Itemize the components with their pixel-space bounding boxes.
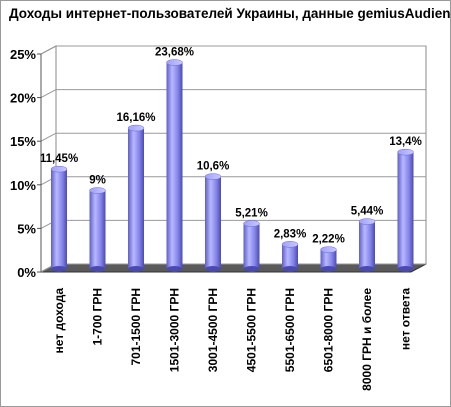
y-axis: 0% 5% 10% 15% 20% 25% — [10, 47, 42, 280]
bar-top — [320, 246, 337, 253]
y-tick-label: 25% — [10, 47, 36, 62]
x-tick-label: нет ответа — [399, 288, 413, 350]
bar — [281, 241, 299, 272]
x-tick-label: нет дохода — [52, 288, 66, 354]
data-label: 23,68% — [155, 47, 194, 59]
data-label: 2,22% — [312, 234, 345, 246]
bar — [166, 59, 183, 272]
data-label: 13,4% — [389, 136, 422, 148]
x-tick-label: 1-700 ГРН — [91, 288, 105, 346]
bar-base — [397, 266, 414, 272]
bar-top — [127, 124, 145, 132]
data-label: 2,83% — [274, 228, 307, 240]
y-tick-label: 20% — [10, 91, 36, 106]
data-label: 5,21% — [235, 208, 268, 220]
bar — [358, 218, 376, 272]
bar-top — [397, 148, 414, 156]
data-label: 16,16% — [116, 112, 155, 124]
y-tick-label: 0% — [17, 265, 36, 280]
bar — [89, 187, 106, 272]
data-label: 5,44% — [351, 206, 384, 218]
gridline-side — [40, 45, 57, 55]
y-tick-label: 10% — [10, 178, 36, 193]
x-tick-label: 701-1500 ГРН — [129, 288, 143, 366]
data-label: 9% — [89, 175, 106, 187]
x-tick-label: 1501-3000 ГРН — [168, 288, 182, 372]
bar — [50, 165, 68, 272]
bar-body — [282, 244, 298, 269]
x-axis: нет дохода 1-700 ГРН 701-1500 ГРН 1501-3000… — [52, 288, 413, 391]
bar-top — [281, 241, 299, 248]
bar — [204, 173, 222, 272]
bar-body — [397, 152, 414, 269]
bar-body — [243, 223, 260, 269]
bar-top — [50, 165, 68, 173]
bar — [127, 124, 145, 272]
bar-body — [51, 169, 67, 269]
bars: 11,45% 9% 16,16% 23,68% 10,6% 5,21% 2,83% 2,22%… — [40, 47, 422, 272]
data-label: 10,6% — [197, 161, 230, 173]
bar-base — [205, 266, 221, 272]
bar-top — [166, 59, 183, 66]
y-tick-label: 15% — [10, 134, 36, 149]
y-tick-label: 5% — [17, 221, 36, 236]
bar-body — [89, 190, 106, 269]
bar — [320, 246, 337, 272]
bar-body — [205, 176, 221, 269]
bar — [243, 220, 260, 272]
x-tick-label: 6501-8000 ГРН — [322, 288, 336, 372]
bar-top — [89, 187, 106, 194]
bar-body — [128, 128, 144, 269]
bar-base — [89, 266, 106, 272]
bar-body — [166, 62, 183, 269]
x-tick-label: 8000 ГРН и более — [360, 288, 374, 391]
bar-top — [204, 173, 222, 180]
x-tick-label: 3001-4500 ГРН — [206, 288, 220, 372]
bar-top — [358, 218, 376, 225]
x-tick-label: 4501-5500 ГРН — [245, 288, 259, 372]
chart-title: Доходы интернет-пользователей Украины, д… — [9, 6, 451, 21]
bar-body — [320, 249, 337, 269]
gridline-side — [40, 132, 57, 142]
x-tick-label: 5501-6500 ГРН — [283, 288, 297, 372]
bar-top — [243, 220, 260, 227]
bar-base — [320, 266, 337, 272]
gridline-side — [40, 89, 57, 99]
bar — [397, 148, 414, 272]
bar-base — [166, 266, 183, 272]
bar-base — [282, 266, 298, 272]
data-label: 11,45% — [40, 153, 78, 165]
bar-base — [128, 266, 144, 272]
bar-base — [359, 266, 375, 272]
bar-base — [243, 266, 260, 272]
bar-body — [359, 221, 375, 269]
bar-base — [51, 266, 67, 272]
